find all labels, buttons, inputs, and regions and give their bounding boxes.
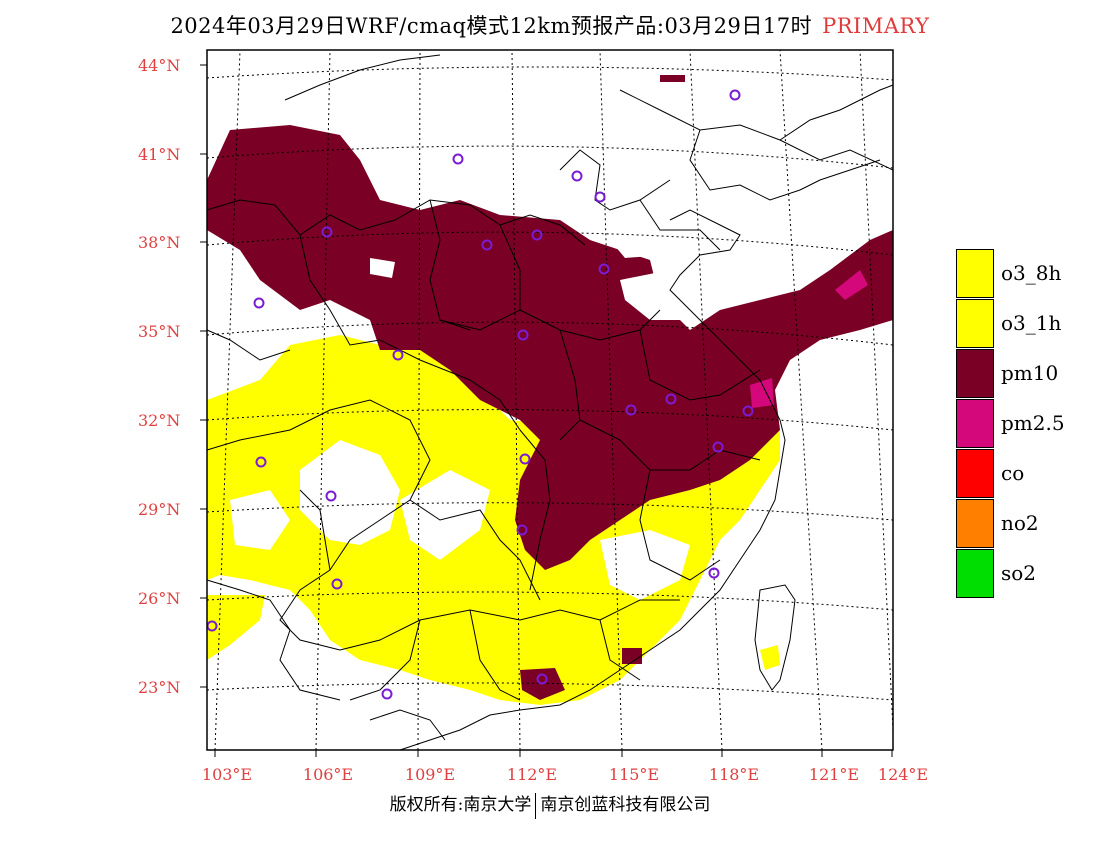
- clean-area-5: [370, 258, 395, 278]
- lon-label-112: 112°E: [506, 765, 558, 784]
- legend-swatch: [956, 349, 994, 398]
- lon-label-103: 103°E: [201, 765, 253, 784]
- pm25-region-1: [835, 270, 868, 300]
- legend-swatch: [956, 299, 994, 348]
- lat-label-38: 38°N: [138, 233, 181, 252]
- lat-label-35: 35°N: [138, 322, 181, 341]
- footer-divider: [535, 792, 537, 819]
- clean-area-1: [300, 440, 400, 545]
- clean-area-7: [610, 230, 680, 258]
- lat-label-23: 23°N: [138, 678, 181, 697]
- legend-swatch: [956, 399, 994, 448]
- legend-label: pm2.5: [1001, 411, 1065, 435]
- lat-label-26: 26°N: [138, 589, 181, 608]
- lon-label-109: 109°E: [404, 765, 456, 784]
- copyright-left: 版权所有:南京大学: [389, 795, 532, 815]
- legend-swatch: [956, 549, 994, 598]
- province-boundaries: [206, 54, 894, 701]
- lon-label-118: 118°E: [708, 765, 760, 784]
- clean-area-4: [230, 490, 290, 550]
- lon-label-124: 124°E: [877, 765, 929, 784]
- lat-label-44: 44°N: [138, 56, 181, 75]
- map-frame: [206, 49, 894, 751]
- pm10-region-north: [660, 75, 685, 82]
- graticule: [206, 49, 894, 751]
- clean-area-2: [400, 470, 490, 560]
- legend-label: pm10: [1001, 361, 1059, 385]
- legend-label: o3_1h: [1001, 311, 1062, 335]
- lon-label-121: 121°E: [808, 765, 860, 784]
- lon-label-115: 115°E: [608, 765, 660, 784]
- primary-tag: PRIMARY: [822, 14, 930, 38]
- legend-label: so2: [1001, 561, 1037, 585]
- pm10-region: [207, 125, 893, 570]
- axis-ticks: [200, 64, 893, 757]
- o3-region-sw: [207, 595, 265, 660]
- map-title: 2024年03月29日WRF/cmaq模式12km预报产品:03月29日17时 P…: [0, 10, 1100, 40]
- legend-swatch: [956, 249, 994, 298]
- station-markers: [206, 89, 754, 700]
- title-text: 2024年03月29日WRF/cmaq模式12km预报产品:03月29日17时: [170, 14, 813, 38]
- clean-area-6: [620, 270, 700, 320]
- legend-label: co: [1001, 461, 1025, 485]
- copyright-right: 南京创蓝科技有限公司: [540, 795, 711, 815]
- o3-region-taiwan: [760, 645, 780, 670]
- legend-swatch: [956, 449, 994, 498]
- clean-area-3: [600, 530, 690, 600]
- pollution-field: [207, 75, 893, 705]
- pm10-region-east: [622, 648, 642, 664]
- coastline: [369, 84, 894, 751]
- copyright-footer: 版权所有:南京大学 南京创蓝科技有限公司: [0, 790, 1100, 819]
- lat-label-29: 29°N: [138, 500, 181, 519]
- legend-label: no2: [1001, 511, 1039, 535]
- pm25-region-2: [750, 378, 774, 408]
- lon-label-106: 106°E: [302, 765, 354, 784]
- legend-swatch: [956, 499, 994, 548]
- lat-label-41: 41°N: [138, 145, 181, 164]
- lat-label-32: 32°N: [138, 411, 181, 430]
- legend-label: o3_8h: [1001, 261, 1062, 285]
